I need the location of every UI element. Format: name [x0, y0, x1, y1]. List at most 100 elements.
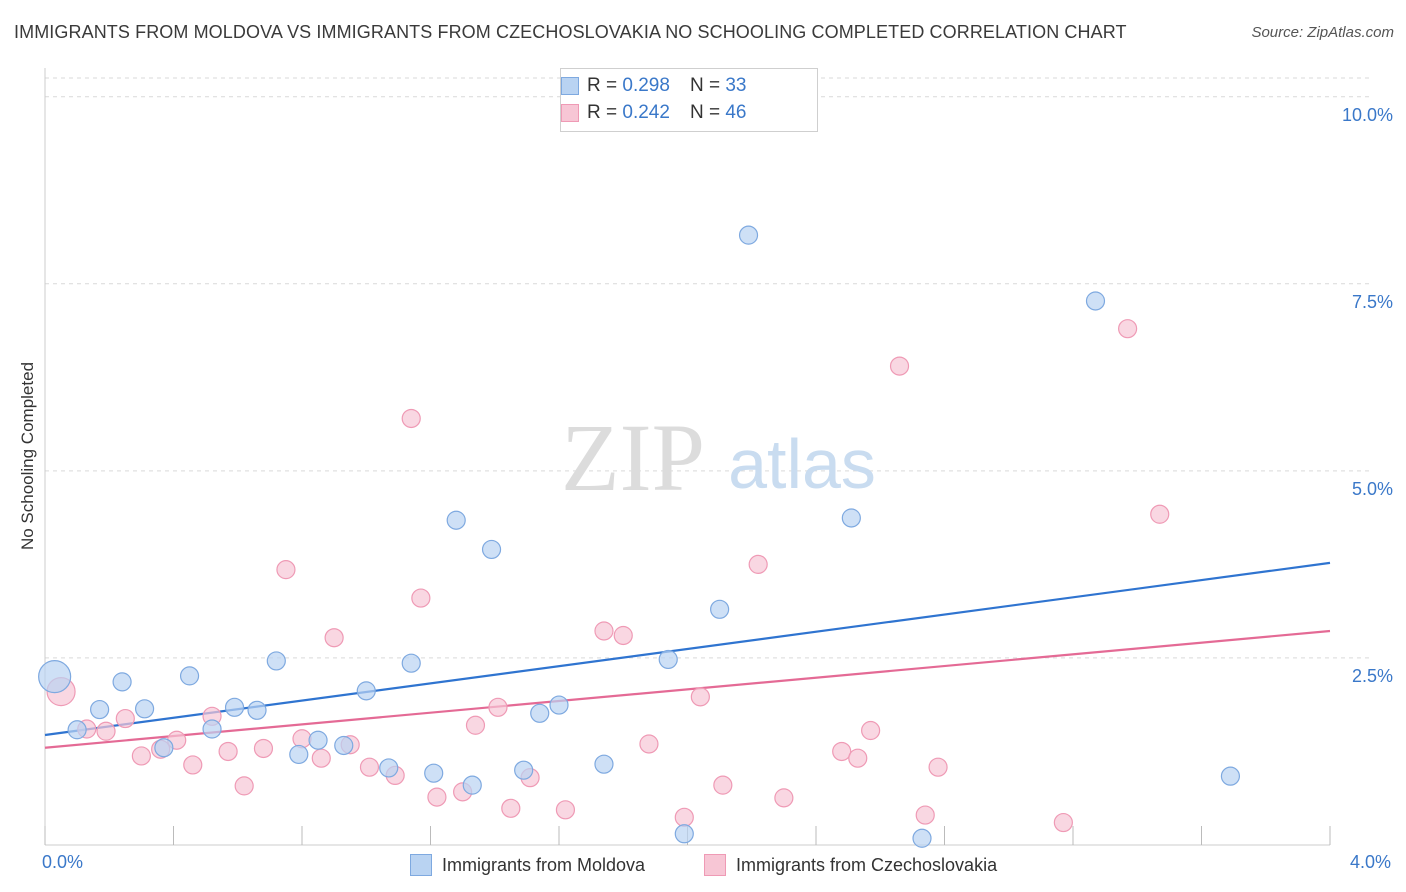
series-legend-czechoslovakia: Immigrants from Czechoslovakia — [704, 852, 997, 878]
pink-point-19 — [401, 408, 421, 429]
y-tick-label-3: 10.0% — [1341, 104, 1393, 125]
x-tick-label-max: 4.0% — [1350, 852, 1392, 872]
pink-point-21 — [427, 787, 447, 807]
blue-point-9 — [247, 700, 267, 720]
blue-point-20 — [481, 539, 502, 560]
blue-point-5 — [154, 738, 174, 758]
watermark-zip: ZIP — [561, 404, 705, 511]
legend-r-label: R = — [587, 75, 618, 96]
blue-point-22 — [530, 703, 550, 723]
pink-point-42 — [1053, 812, 1073, 833]
blue-point-21 — [514, 760, 534, 780]
pink-point-14 — [311, 748, 331, 768]
pink-point-23 — [465, 715, 486, 735]
legend-r-value-moldova: 0.298 — [622, 75, 670, 96]
series-name-moldova: Immigrants from Moldova — [442, 854, 646, 875]
blue-point-15 — [379, 758, 399, 778]
pink-point-36 — [832, 741, 852, 762]
pink-point-28 — [594, 621, 614, 641]
pink-point-12 — [276, 560, 296, 580]
y-tick-label-1: 5.0% — [1351, 478, 1393, 499]
blue-point-17 — [424, 763, 444, 783]
pink-point-9 — [218, 741, 238, 762]
pink-point-34 — [748, 554, 768, 574]
pink-point-44 — [1150, 504, 1170, 524]
data-points — [38, 225, 1241, 848]
legend-r-label: R = — [587, 102, 618, 123]
pink-point-33 — [713, 775, 733, 795]
blue-point-4 — [134, 699, 155, 719]
series-swatch-blue — [410, 854, 432, 876]
pink-point-39 — [889, 356, 910, 376]
trend-lines — [44, 561, 1331, 749]
blue-point-27 — [710, 599, 730, 619]
legend-swatch-pink — [561, 104, 579, 122]
legend-n-label: N = — [689, 75, 721, 96]
watermark: ZIP atlas — [561, 404, 876, 511]
pink-point-7 — [183, 755, 203, 775]
grid-lines — [45, 77, 1370, 659]
pink-point-41 — [928, 757, 948, 777]
blue-point-8 — [224, 697, 245, 717]
pink-trend-line — [44, 629, 1331, 749]
blue-point-0 — [38, 660, 72, 694]
pink-point-31 — [674, 807, 694, 827]
blue-point-1 — [67, 720, 87, 740]
blue-point-29 — [841, 508, 861, 528]
legend-swatch-blue — [561, 77, 579, 95]
blue-point-26 — [674, 824, 694, 844]
pink-point-2 — [96, 721, 116, 741]
blue-point-18 — [446, 510, 466, 530]
blue-point-11 — [289, 744, 309, 765]
series-swatch-pink — [704, 854, 726, 876]
blue-point-23 — [549, 695, 569, 715]
series-name-czechoslovakia: Immigrants from Czechoslovakia — [736, 854, 998, 875]
legend-n-value-czechoslovakia: 46 — [725, 102, 747, 123]
series-legend-moldova: Immigrants from Moldova — [410, 852, 645, 878]
blue-point-24 — [594, 754, 614, 774]
blue-point-6 — [179, 666, 200, 686]
pink-point-43 — [1118, 319, 1138, 339]
pink-point-29 — [613, 625, 633, 646]
pink-point-24 — [488, 697, 508, 717]
pink-point-27 — [555, 800, 576, 820]
pink-point-30 — [639, 734, 659, 754]
blue-point-25 — [658, 649, 678, 670]
blue-point-2 — [90, 699, 110, 720]
pink-point-10 — [234, 776, 254, 796]
blue-point-13 — [334, 735, 354, 756]
blue-point-28 — [738, 225, 759, 245]
pink-point-38 — [861, 720, 881, 741]
pink-point-40 — [915, 805, 935, 825]
blue-point-16 — [401, 653, 421, 673]
blue-point-32 — [1220, 766, 1241, 786]
x-tick-label-min: 0.0% — [42, 852, 84, 872]
watermark-atlas: atlas — [728, 425, 876, 503]
blue-point-19 — [462, 775, 482, 795]
blue-point-12 — [308, 730, 328, 750]
pink-point-32 — [690, 687, 710, 707]
pink-point-15 — [324, 628, 344, 648]
correlation-legend: R = 0.298 N = 33 R = 0.242 N = 46 — [560, 68, 818, 132]
pink-point-3 — [115, 708, 135, 729]
pink-point-25 — [501, 798, 521, 818]
pink-point-17 — [359, 757, 380, 777]
legend-n-value-moldova: 33 — [725, 75, 747, 96]
y-tick-label-2: 7.5% — [1351, 291, 1393, 312]
legend-n-label: N = — [689, 102, 721, 123]
blue-point-14 — [356, 681, 376, 701]
pink-point-35 — [774, 788, 794, 808]
source-credit: Source: ZipAtlas.com — [1251, 24, 1394, 41]
blue-point-10 — [266, 651, 286, 671]
legend-row-moldova: R = 0.298 N = 33 — [561, 74, 747, 98]
blue-point-7 — [202, 719, 222, 739]
blue-point-30 — [912, 828, 932, 848]
pink-point-4 — [131, 746, 151, 766]
blue-point-31 — [1085, 291, 1106, 311]
blue-point-3 — [112, 672, 132, 692]
pink-point-37 — [848, 748, 868, 768]
y-tick-label-0: 2.5% — [1351, 665, 1393, 686]
pink-point-13 — [292, 729, 312, 749]
legend-r-value-czechoslovakia: 0.242 — [622, 102, 670, 123]
